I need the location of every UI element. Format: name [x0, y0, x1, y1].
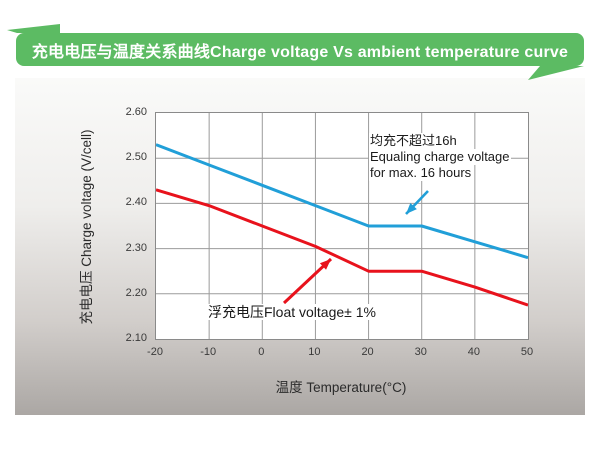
y-tick-label: 2.20	[125, 286, 147, 299]
x-tick-label: 30	[414, 346, 427, 358]
annotation-line: Equaling charge voltage	[369, 149, 511, 165]
x-tick-label: 20	[361, 346, 374, 358]
y-tick-label: 2.50	[125, 151, 147, 164]
y-axis-title: 充电电压 Charge voltage (V/cell)	[79, 129, 94, 325]
banner-tail	[528, 66, 584, 80]
equalize-annotation-arrow-head	[406, 202, 417, 214]
x-tick-label: 40	[467, 346, 480, 358]
x-axis-title: 温度 Temperature(°C)	[275, 380, 407, 395]
x-tick-label: 0	[258, 346, 265, 358]
banner-fold-decoration	[7, 24, 60, 33]
annotation-line: for max. 16 hours	[369, 165, 473, 181]
chart-title-banner: 充电电压与温度关系曲线Charge voltage Vs ambient tem…	[16, 33, 584, 66]
y-tick-label: 2.30	[125, 241, 147, 254]
x-tick-label: -10	[200, 346, 217, 358]
float-voltage-curve	[156, 188, 528, 307]
y-tick-label: 2.10	[125, 332, 147, 344]
x-tick-label: -20	[147, 346, 163, 358]
x-tick-label: 10	[308, 346, 321, 358]
equalizing-charge-curve	[156, 143, 528, 260]
x-tick-label: 50	[520, 346, 534, 358]
annotation-equalizing-charge: 均充不超过16h Equaling charge voltage for max. …	[369, 133, 511, 181]
float-annotation-arrow-head	[319, 259, 331, 270]
annotation-float-voltage: 浮充电压Float voltage± 1%	[207, 304, 377, 320]
y-tick-label: 2.40	[125, 196, 147, 209]
y-tick-label: 2.60	[125, 106, 147, 118]
annotation-line: 浮充电压Float voltage± 1%	[207, 304, 377, 320]
chart-title: 充电电压与温度关系曲线Charge voltage Vs ambient tem…	[31, 43, 569, 61]
annotation-line: 均充不超过16h	[369, 133, 458, 149]
